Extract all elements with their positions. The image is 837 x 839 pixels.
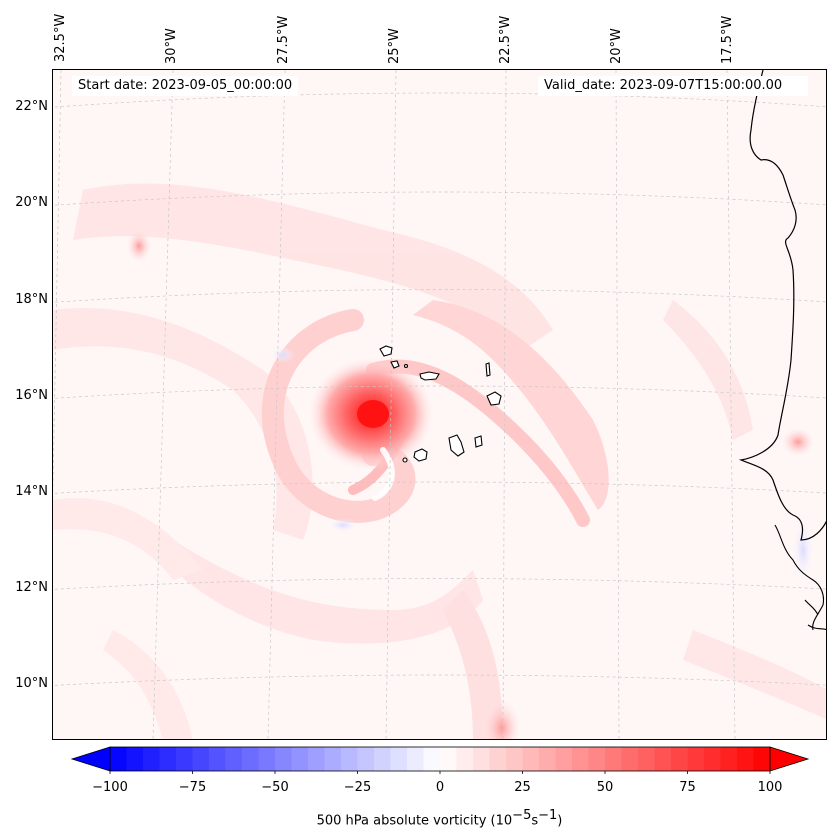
colorbar-cell bbox=[687, 747, 705, 771]
lon-label: 22.5°W bbox=[498, 15, 513, 64]
island-maio bbox=[474, 435, 483, 448]
colorbar-cell bbox=[374, 747, 391, 771]
colorbar-label: 500 hPa absolute vorticity (10−5s−1) bbox=[0, 808, 837, 828]
colorbar-tick-label: −50 bbox=[261, 780, 289, 795]
valid-date-label: Valid_date: 2023-09-07T15:00:00.00 bbox=[538, 76, 809, 96]
colorbar-cell bbox=[407, 747, 424, 771]
island-santo-antao bbox=[379, 345, 393, 357]
colorbar-cell bbox=[621, 747, 639, 771]
lat-label: 22°N bbox=[15, 99, 48, 114]
colorbar-tick-label: 0 bbox=[435, 780, 445, 795]
colorbar-cell bbox=[737, 747, 754, 771]
colorbar-cell bbox=[555, 747, 573, 771]
negative-vorticity-blob bbox=[329, 518, 357, 532]
colorbar bbox=[70, 746, 810, 774]
colorbar-cell bbox=[110, 747, 127, 771]
map-canvas bbox=[53, 70, 826, 739]
colorbar-cell bbox=[341, 747, 358, 771]
colorbar-tick-label: 25 bbox=[514, 780, 531, 795]
island-santiago bbox=[448, 434, 465, 457]
colorbar-cell bbox=[126, 747, 144, 771]
colorbar-cell bbox=[671, 747, 688, 771]
colorbar-tick-label: 100 bbox=[757, 780, 783, 795]
colorbar-label-text: 500 hPa absolute vorticity (10 bbox=[316, 813, 513, 829]
lon-label: 20°W bbox=[609, 28, 624, 64]
colorbar-cell bbox=[357, 747, 375, 771]
colorbar-unit-exp: −1 bbox=[538, 808, 558, 823]
colorbar-cell bbox=[423, 747, 441, 771]
graticule bbox=[53, 70, 826, 739]
lon-label: 32.5°W bbox=[53, 13, 68, 62]
lon-label: 25°W bbox=[387, 28, 402, 64]
island-santa-luzia bbox=[403, 363, 409, 369]
colorbar-cell bbox=[522, 747, 540, 771]
colorbar-cell bbox=[539, 747, 556, 771]
lat-label: 20°N bbox=[15, 195, 48, 210]
colorbar-tick-label: −100 bbox=[92, 780, 128, 795]
island-sao-nicolau bbox=[419, 371, 440, 381]
colorbar-cell bbox=[605, 747, 622, 771]
colorbar-cells bbox=[110, 747, 771, 771]
colorbar-cell bbox=[242, 747, 259, 771]
colorbar-cell bbox=[258, 747, 276, 771]
cabo-verde-islands bbox=[379, 345, 502, 463]
negative-vorticity-blob bbox=[271, 347, 295, 363]
lat-label: 18°N bbox=[15, 292, 48, 307]
colorbar-tick-label: −25 bbox=[343, 780, 372, 795]
colorbar-cell bbox=[572, 747, 589, 771]
colorbar-unit-close: ) bbox=[557, 813, 563, 829]
colorbar-cell bbox=[440, 747, 457, 771]
negative-vorticity-blob bbox=[793, 520, 813, 580]
colorbar-tick-label: −75 bbox=[178, 780, 207, 795]
lon-label: 17.5°W bbox=[720, 15, 735, 64]
island-fogo bbox=[413, 448, 428, 462]
colorbar-cell bbox=[209, 747, 226, 771]
colorbar-cell bbox=[390, 747, 408, 771]
lon-label: 30°W bbox=[164, 28, 179, 64]
colorbar-cell bbox=[654, 747, 672, 771]
colorbar-cell bbox=[192, 747, 210, 771]
colorbar-cell bbox=[473, 747, 490, 771]
colorbar-cell bbox=[489, 747, 507, 771]
colorbar-cell bbox=[324, 747, 342, 771]
colorbar-cell bbox=[291, 747, 309, 771]
island-boa-vista bbox=[486, 391, 502, 406]
guinea-coast bbox=[774, 524, 826, 631]
vorticity-blob bbox=[127, 230, 151, 262]
vorticity-blob bbox=[484, 700, 520, 739]
colorbar-min-extend bbox=[70, 746, 111, 772]
colorbar-tick-label: 50 bbox=[596, 780, 614, 795]
colorbar-cell bbox=[159, 747, 177, 771]
africa-coastline bbox=[738, 70, 826, 541]
lat-label: 16°N bbox=[15, 388, 48, 403]
vorticity-blob bbox=[782, 428, 814, 456]
colorbar-cell bbox=[143, 747, 160, 771]
colorbar-cell bbox=[704, 747, 721, 771]
lat-label: 10°N bbox=[15, 676, 48, 691]
colorbar-tick-marks bbox=[109, 771, 771, 774]
start-date-label: Start date: 2023-09-05_00:00:00 bbox=[72, 76, 299, 96]
island-brava bbox=[402, 457, 408, 463]
lat-label: 12°N bbox=[15, 580, 48, 595]
colorbar-cell bbox=[506, 747, 523, 771]
colorbar-max-extend bbox=[769, 746, 810, 772]
island-sao-vicente bbox=[390, 360, 400, 369]
colorbar-cell bbox=[456, 747, 474, 771]
colorbar-cell bbox=[176, 747, 193, 771]
vorticity-map bbox=[52, 69, 827, 740]
colorbar-cell bbox=[308, 747, 325, 771]
colorbar-tick-label: 75 bbox=[679, 780, 696, 795]
island-sal bbox=[485, 362, 491, 377]
lon-label: 27.5°W bbox=[276, 15, 291, 64]
colorbar-unit-exp: −5 bbox=[512, 808, 532, 823]
colorbar-cell bbox=[225, 747, 243, 771]
colorbar-unit-s: s bbox=[531, 813, 539, 829]
colorbar-cell bbox=[588, 747, 606, 771]
vorticity-patches bbox=[53, 183, 826, 739]
colorbar-cell bbox=[638, 747, 655, 771]
colorbar-cell bbox=[753, 747, 771, 771]
colorbar-cell bbox=[720, 747, 738, 771]
colorbar-cell bbox=[275, 747, 292, 771]
lat-label: 14°N bbox=[15, 484, 48, 499]
